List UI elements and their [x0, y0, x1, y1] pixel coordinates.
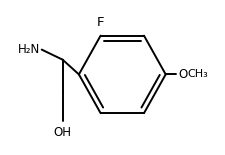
Text: CH₃: CH₃: [187, 69, 207, 79]
Text: H₂N: H₂N: [18, 43, 40, 56]
Text: OH: OH: [53, 126, 71, 139]
Text: F: F: [97, 16, 104, 29]
Text: O: O: [177, 68, 187, 81]
